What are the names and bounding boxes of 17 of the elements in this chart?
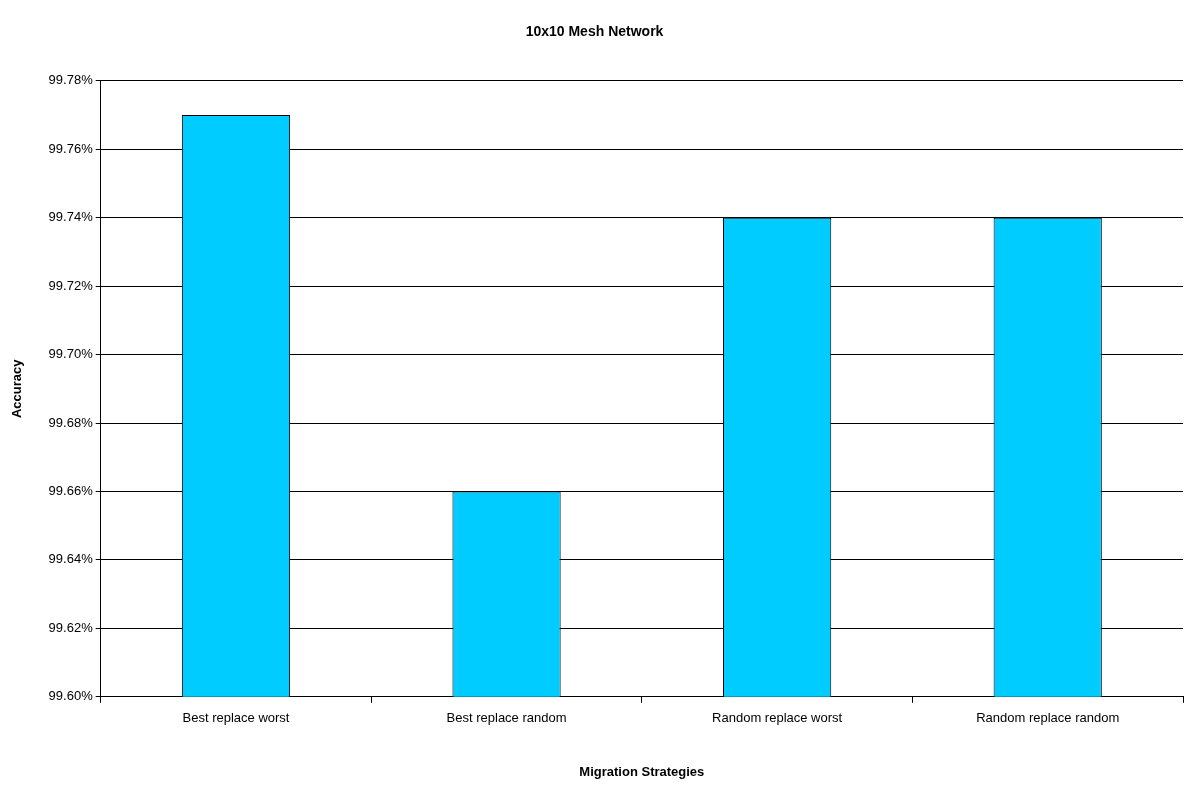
x-tick-label: Random replace worst (712, 710, 843, 726)
y-axis-title: Accuracy (9, 358, 25, 419)
chart-title: 10x10 Mesh Network (525, 23, 664, 40)
y-tick-label: 99.60% (48, 688, 94, 704)
y-tick-label: 99.64% (48, 551, 94, 567)
y-tick-label: 99.68% (48, 414, 94, 430)
x-tick-label: Best replace worst (182, 710, 290, 726)
y-tick-label: 99.76% (48, 140, 94, 156)
y-tick-label: 99.70% (48, 346, 94, 362)
y-tick-label: 99.78% (48, 72, 94, 88)
x-tick-label: Random replace random (976, 710, 1120, 726)
x-tick-label: Best replace random (446, 710, 567, 726)
x-axis-title: Migration Strategies (579, 763, 705, 779)
y-tick-label: 99.62% (48, 619, 94, 635)
y-tick-label: 99.74% (48, 209, 94, 225)
y-tick-label: 99.66% (48, 483, 94, 499)
y-tick-label: 99.72% (48, 277, 94, 293)
